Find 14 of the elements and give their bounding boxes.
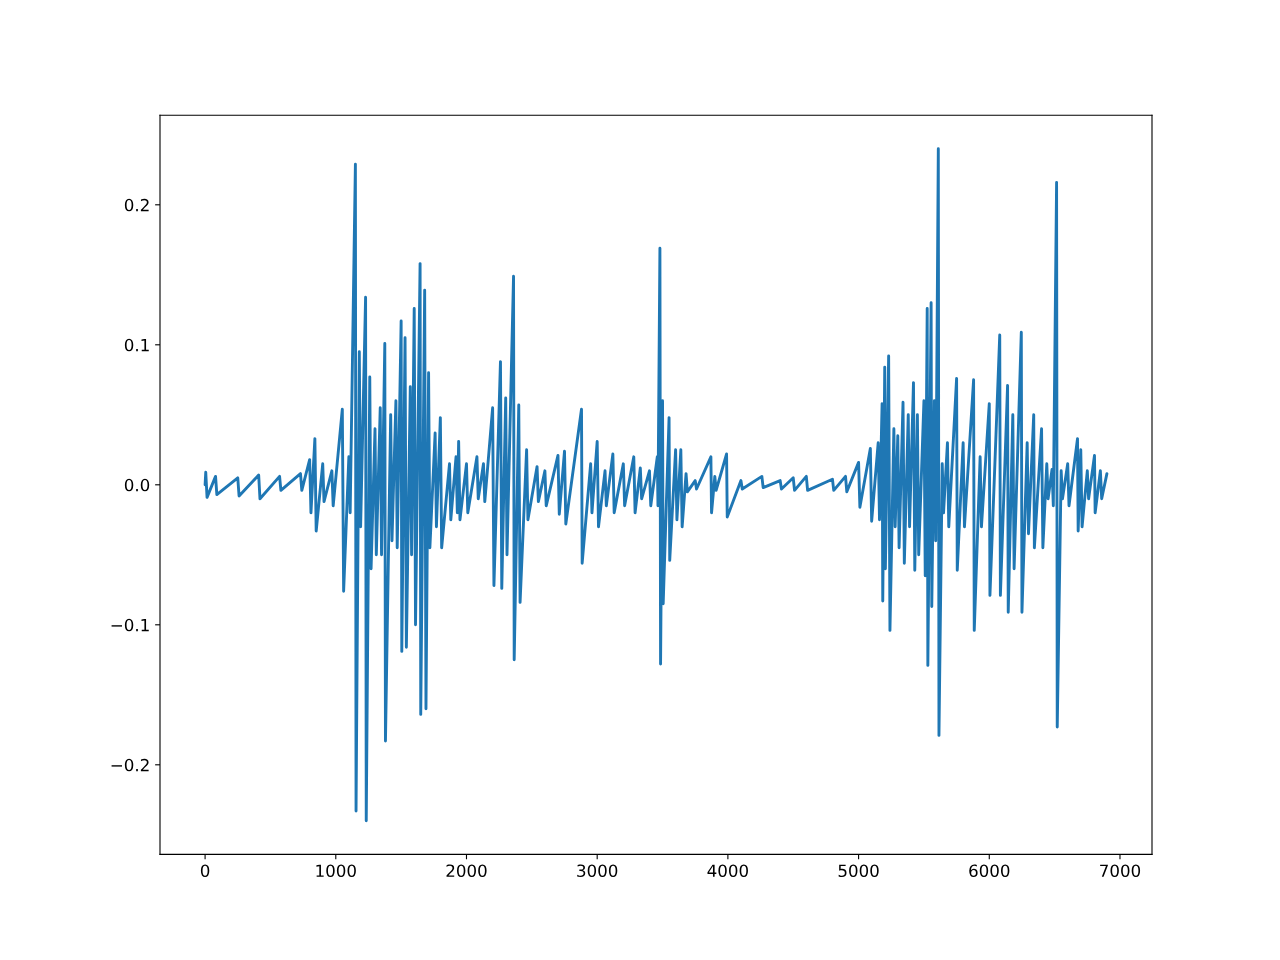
x-tick-label: 6000: [969, 864, 1010, 878]
y-tick-label: 0.2: [124, 198, 149, 212]
x-tick-label: 7000: [1100, 864, 1141, 878]
y-tick-label: 0.0: [124, 478, 150, 492]
y-tick-label: 0.1: [124, 338, 149, 352]
x-tick-label: 0: [200, 864, 210, 878]
x-tick-label: 3000: [577, 864, 618, 878]
line-series: [203, 147, 1109, 823]
x-tick-label: 4000: [707, 864, 748, 878]
x-tick-label: 1000: [316, 864, 356, 878]
x-tick-label: 2000: [446, 864, 487, 878]
y-tick-label: −0.2: [111, 758, 149, 772]
x-tick-label: 5000: [838, 864, 879, 878]
y-tick-label: −0.1: [111, 618, 149, 632]
